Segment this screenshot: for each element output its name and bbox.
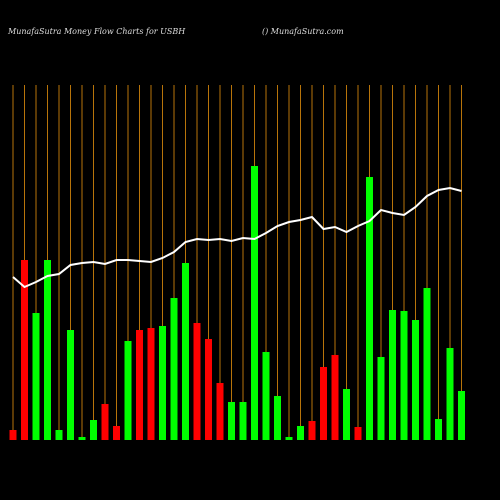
bar <box>159 326 166 440</box>
bar <box>285 437 293 440</box>
bar <box>239 402 247 440</box>
bar <box>251 166 258 440</box>
money-flow-line <box>12 186 462 289</box>
bar <box>205 339 212 440</box>
chart-subtitle: () MunafaSutra.com <box>262 27 344 36</box>
bar <box>297 426 304 440</box>
bar <box>67 330 74 440</box>
bar <box>412 320 419 440</box>
bar <box>101 404 109 440</box>
bar <box>262 352 270 440</box>
bar <box>366 177 373 440</box>
bar <box>147 328 155 440</box>
bar <box>308 421 316 440</box>
bar <box>170 298 178 440</box>
bar <box>113 426 120 440</box>
bar <box>343 389 350 440</box>
bar <box>423 288 431 440</box>
bar <box>182 263 189 440</box>
bar <box>458 391 465 440</box>
bar <box>354 427 362 440</box>
bar <box>400 311 408 440</box>
bar <box>9 430 17 440</box>
bar <box>389 310 396 440</box>
chart-title: MunafaSutra Money Flow Charts for USBH <box>7 27 186 36</box>
bar <box>55 430 63 440</box>
bar <box>274 396 281 440</box>
bar <box>331 355 339 440</box>
bar <box>193 323 201 440</box>
bar <box>90 420 97 440</box>
bar <box>124 341 132 440</box>
bar <box>228 402 235 440</box>
bar <box>435 419 442 440</box>
bar <box>446 348 454 440</box>
bar <box>136 330 143 440</box>
bar <box>377 357 385 440</box>
bar <box>216 383 224 440</box>
bar <box>320 367 327 440</box>
bar <box>21 260 28 440</box>
bar <box>44 260 51 440</box>
bar <box>32 313 40 440</box>
bar <box>78 437 86 440</box>
